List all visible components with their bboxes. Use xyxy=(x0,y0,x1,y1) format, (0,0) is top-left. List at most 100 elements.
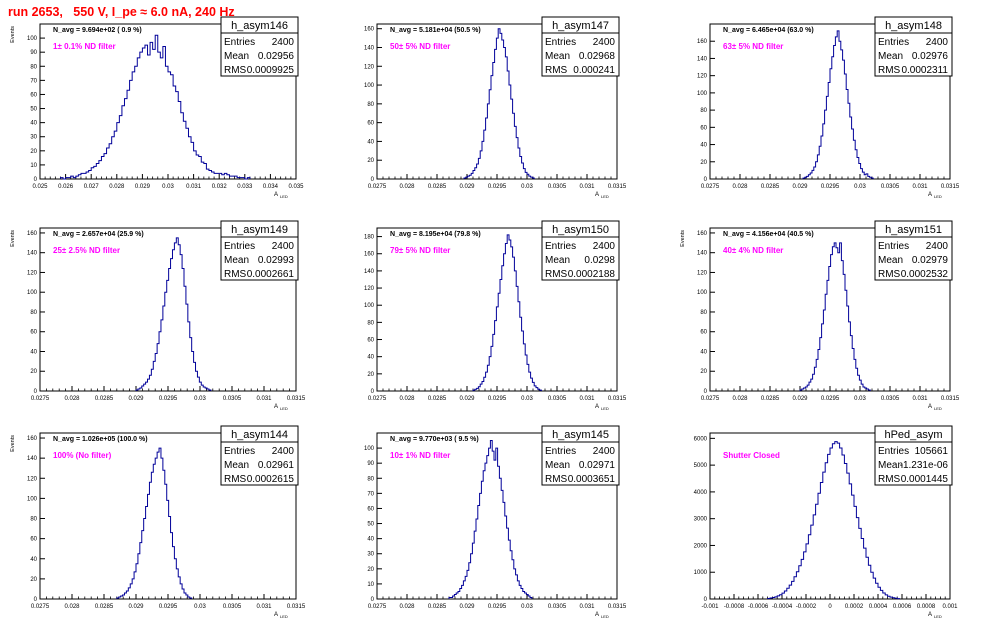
x-axis-label-subscript: LED xyxy=(601,406,609,411)
filter-label: 25± 2.5% ND filter xyxy=(53,246,120,255)
x-axis-label-subscript: LED xyxy=(934,614,942,619)
stats-box: h_asym149 Entries 2400 Mean 0.02993 RMS 0.0002… xyxy=(220,220,299,281)
stat-rms-value: 0.0002615 xyxy=(247,474,295,485)
navg-annotation: N_avg = 5.181e+04 (50.5 %) xyxy=(390,27,481,34)
x-tick-label: 0.031 xyxy=(579,604,595,610)
histogram-series xyxy=(463,28,535,179)
y-tick-label: 70 xyxy=(367,491,374,497)
y-tick-label: 0 xyxy=(704,389,708,395)
histogram-panel-h_asym149: 0.0275 0.028 0.0285 0.029 0.0295 0.03 0.0305 0.… xyxy=(10,220,306,411)
x-tick-label: 0.0275 xyxy=(31,396,50,402)
x-tick-label: 0.0285 xyxy=(428,396,447,402)
x-axis-label: A xyxy=(274,404,278,410)
x-tick-label: 0.0006 xyxy=(893,604,912,610)
y-tick-label: 20 xyxy=(367,372,374,378)
x-tick-label: 0.0315 xyxy=(608,396,627,402)
stats-box-frame xyxy=(541,16,620,77)
y-tick-label: 70 xyxy=(30,78,37,84)
x-tick-label: 0.027 xyxy=(84,184,100,190)
histogram-name: h_asym147 xyxy=(552,20,609,32)
y-tick-label: 0 xyxy=(371,177,375,183)
stat-mean-label: Mean xyxy=(878,255,903,266)
x-tick-label: 0.035 xyxy=(288,184,304,190)
stats-box: h_asym148 Entries 2400 Mean 0.02976 RMS 0.0002… xyxy=(874,16,953,77)
stat-entries-value: 2400 xyxy=(926,37,949,48)
x-tick-label: 0.0295 xyxy=(488,184,507,190)
y-tick-label: 160 xyxy=(27,231,38,237)
x-tick-label: 0.033 xyxy=(237,184,253,190)
stat-entries-label: Entries xyxy=(878,37,909,48)
y-tick-label: 40 xyxy=(367,139,374,145)
x-axis-label-subscript: LED xyxy=(934,194,942,199)
y-tick-label: 40 xyxy=(30,121,37,127)
x-tick-label: 0.029 xyxy=(459,184,475,190)
histogram-series xyxy=(472,234,542,391)
y-tick-label: 60 xyxy=(30,330,37,336)
stat-entries-label: Entries xyxy=(878,446,909,457)
y-axis-label: Events xyxy=(10,26,16,43)
y-axis-label: Events xyxy=(10,435,16,452)
x-tick-label: 0.029 xyxy=(128,396,144,402)
y-tick-label: 120 xyxy=(697,74,708,80)
y-tick-label: 10 xyxy=(367,582,374,588)
stat-rms-label: RMS xyxy=(224,269,247,280)
filter-label: 100% (No filter) xyxy=(53,451,112,460)
x-tick-label: 0.028 xyxy=(399,184,415,190)
x-axis-label: A xyxy=(274,192,278,198)
histogram-panel-h_asym148: 0.0275 0.028 0.0285 0.029 0.0295 0.03 0.0305 0.… xyxy=(697,16,960,199)
x-axis-label-subscript: LED xyxy=(601,194,609,199)
histogram-name: h_asym146 xyxy=(231,20,288,32)
x-axis-label: A xyxy=(595,404,599,410)
y-tick-label: 20 xyxy=(367,567,374,573)
x-tick-label: 0.029 xyxy=(459,604,475,610)
y-tick-label: 60 xyxy=(367,506,374,512)
y-tick-label: 160 xyxy=(697,231,708,237)
x-axis-label-subscript: LED xyxy=(280,614,288,619)
x-tick-label: 0.0285 xyxy=(428,604,447,610)
x-tick-label: 0.0275 xyxy=(31,604,50,610)
stat-mean-label: Mean xyxy=(545,255,570,266)
stats-box-frame xyxy=(220,425,299,486)
y-tick-label: 50 xyxy=(30,107,37,113)
stat-mean-label: Mean xyxy=(224,460,249,471)
x-tick-label: 0.029 xyxy=(792,184,808,190)
x-tick-label: 0.026 xyxy=(58,184,74,190)
stat-entries-value: 2400 xyxy=(272,241,295,252)
y-tick-label: 40 xyxy=(700,143,707,149)
stat-mean-label: Mean xyxy=(224,255,249,266)
x-tick-label: -0.0008 xyxy=(724,604,745,610)
stat-mean-value: 0.02993 xyxy=(258,255,295,266)
y-tick-label: 100 xyxy=(697,290,708,296)
y-tick-label: 160 xyxy=(364,27,375,33)
y-tick-label: 0 xyxy=(34,597,38,603)
x-tick-label: 0.028 xyxy=(399,604,415,610)
histogram-name: h_asym145 xyxy=(552,429,609,441)
x-tick-label: 0.0315 xyxy=(941,396,960,402)
x-tick-label: 0.028 xyxy=(64,396,80,402)
y-tick-label: 20 xyxy=(700,160,707,166)
histogram-series xyxy=(802,30,874,179)
y-tick-label: 80 xyxy=(367,476,374,482)
histogram-series xyxy=(135,237,212,391)
y-tick-label: 30 xyxy=(30,135,37,141)
y-tick-label: 100 xyxy=(27,36,38,42)
x-axis-label: A xyxy=(928,612,932,618)
x-tick-label: 0.001 xyxy=(942,604,958,610)
y-tick-label: 0 xyxy=(371,597,375,603)
x-tick-label: 0.031 xyxy=(186,184,202,190)
y-tick-label: 40 xyxy=(700,349,707,355)
stat-rms-label: RMS xyxy=(224,65,247,76)
x-tick-label: 0.03 xyxy=(521,184,533,190)
y-tick-label: 60 xyxy=(367,338,374,344)
histogram-panel-h_asym151: 0.0275 0.028 0.0285 0.029 0.0295 0.03 0.0305 0.… xyxy=(680,220,960,411)
x-tick-label: 0.031 xyxy=(579,184,595,190)
filter-label: 63± 5% ND filter xyxy=(723,42,783,51)
x-tick-label: 0.031 xyxy=(256,604,272,610)
histogram-name: h_asym150 xyxy=(552,224,609,236)
stat-entries-label: Entries xyxy=(545,37,576,48)
histogram-panel-h_asym150: 0.0275 0.028 0.0285 0.029 0.0295 0.03 0.0305 0.… xyxy=(364,220,627,411)
y-tick-label: 5000 xyxy=(694,463,708,469)
navg-annotation: N_avg = 9.694e+02 ( 0.9 %) xyxy=(53,27,142,34)
y-axis-label: Events xyxy=(10,230,16,247)
y-tick-label: 40 xyxy=(367,355,374,361)
